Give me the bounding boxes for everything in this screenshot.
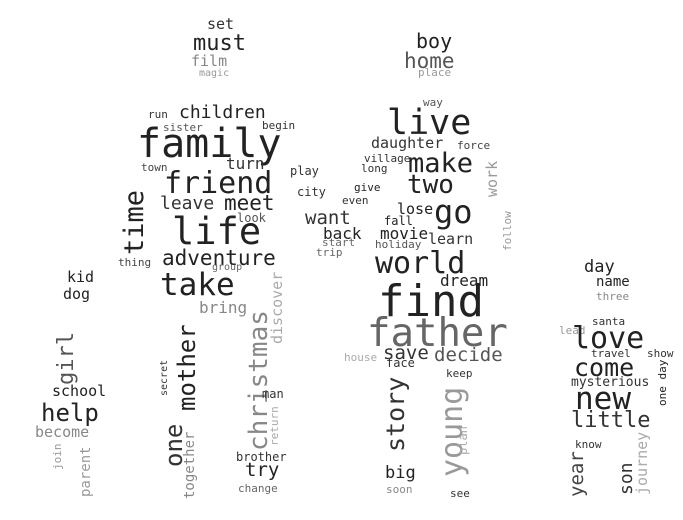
word-want: want [305, 207, 351, 229]
word-movie: movie [380, 224, 429, 243]
word-group: group [212, 262, 243, 273]
word-house: house [344, 351, 378, 364]
word-name: name [596, 274, 630, 290]
word-force: force [457, 139, 491, 152]
word-secret: secret [159, 359, 170, 396]
word-holiday: holiday [375, 238, 422, 251]
word-home: home [404, 49, 455, 73]
word-kid: kid [67, 268, 95, 286]
word-children: children [179, 102, 266, 123]
word-see: see [450, 487, 470, 500]
word-become: become [35, 423, 90, 441]
word-big: big [385, 463, 416, 483]
word-change: change [238, 482, 278, 495]
word-find: find [378, 276, 484, 327]
word-santa: santa [592, 315, 626, 328]
word-way: way [423, 96, 443, 109]
word-go: go [434, 193, 473, 231]
word-keep: keep [446, 367, 473, 380]
word-work: work [483, 160, 501, 197]
word-place: place [418, 66, 452, 79]
word-long: long [361, 162, 388, 175]
word-world: world [375, 246, 466, 281]
word-new: new [575, 381, 631, 417]
word-play: play [290, 164, 319, 178]
word-look: look [237, 211, 266, 225]
word-face: face [386, 356, 415, 370]
word-parent: parent [78, 446, 94, 497]
word-plan: plan [456, 426, 470, 455]
word-back: back [323, 224, 362, 243]
word-story: story [381, 376, 410, 452]
word-dog: dog [63, 285, 91, 303]
word-help: help [41, 399, 99, 427]
word-together: together [182, 431, 198, 499]
word-leave: leave [160, 193, 215, 214]
word-family: family [137, 121, 282, 167]
word-film: film [191, 52, 228, 70]
word-man: man [262, 387, 284, 401]
word-soon: soon [386, 483, 413, 496]
word-boy: boy [416, 29, 453, 53]
word-follow: follow [501, 211, 514, 251]
word-decide: decide [434, 344, 503, 366]
word-even: even [342, 194, 369, 207]
word-village: village [364, 152, 411, 165]
word-lose: lose [397, 200, 434, 218]
word-show: show [647, 347, 674, 360]
word-meet: meet [224, 191, 275, 215]
word-magic: magic [199, 68, 230, 79]
word-set: set [207, 15, 235, 33]
word-love: love [572, 321, 645, 356]
word-town: town [141, 161, 168, 174]
word-join: join [51, 443, 64, 471]
word-come: come [574, 353, 635, 382]
word-make: make [408, 148, 474, 179]
word-discover: discover [268, 271, 286, 344]
word-trip: trip [316, 246, 343, 259]
word-must: must [193, 31, 246, 56]
word-travel: travel [591, 347, 631, 360]
word-lead: lead [559, 324, 586, 337]
word-live: live [387, 103, 472, 143]
word-thing: thing [118, 256, 152, 269]
word-father: father [367, 311, 508, 356]
word-mother: mother [173, 324, 201, 411]
word-begin: begin [262, 119, 296, 132]
word-daughter: daughter [371, 134, 444, 152]
word-three: three [596, 290, 630, 303]
word-take: take [160, 267, 235, 303]
word-mysterious: mysterious [571, 375, 650, 390]
word-try: try [245, 459, 280, 481]
word-brother: brother [236, 450, 287, 464]
word-dream: dream [440, 271, 489, 290]
word-one-day: one day [656, 359, 669, 406]
word-adventure: adventure [162, 246, 276, 270]
word-day: day [584, 257, 615, 277]
word-girl: girl [54, 332, 79, 385]
word-two: two [407, 170, 454, 200]
word-learn: learn [428, 230, 474, 248]
word-run: run [148, 108, 168, 121]
word-give: give [354, 181, 381, 194]
word-year: year [566, 451, 588, 497]
word-know: know [575, 438, 602, 451]
word-fall: fall [384, 214, 413, 228]
word-journey: journey [633, 431, 651, 495]
word-little: little [571, 408, 651, 433]
word-bring: bring [199, 298, 248, 317]
word-sister: sister [163, 121, 203, 134]
word-save: save [383, 342, 429, 364]
word-time: time [119, 189, 150, 255]
word-city: city [297, 185, 326, 199]
word-turn: turn [226, 154, 265, 173]
word-start: start [322, 236, 356, 249]
word-return: return [268, 406, 281, 446]
word-life: life [172, 210, 262, 253]
word-school: school [52, 382, 107, 400]
word-friend: friend [164, 166, 273, 201]
